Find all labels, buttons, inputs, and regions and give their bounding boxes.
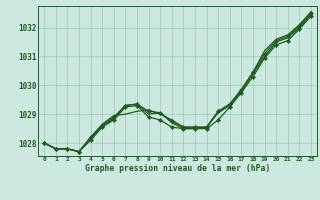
X-axis label: Graphe pression niveau de la mer (hPa): Graphe pression niveau de la mer (hPa)	[85, 164, 270, 173]
